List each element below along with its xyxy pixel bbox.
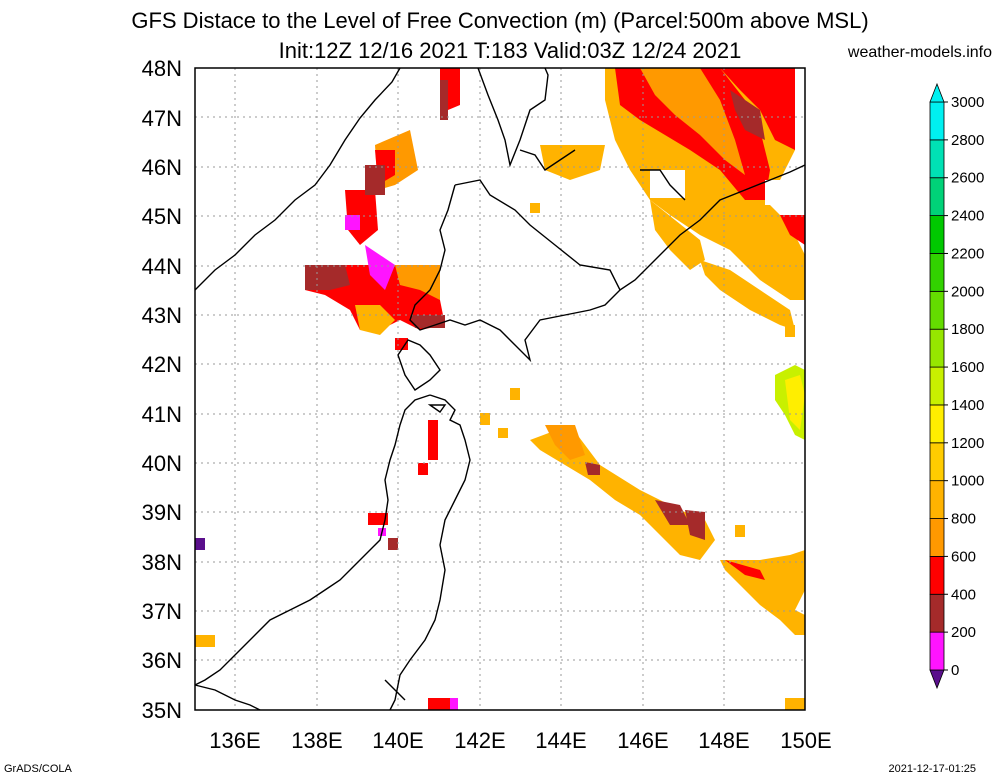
colorbar-segment [929,253,945,292]
colorbar-segment [929,480,945,519]
colorbar-segment [929,139,945,179]
plot-frame [194,67,806,711]
colorbar-label: 0 [951,662,959,679]
coastlines [194,67,806,711]
lat-label: 41N [142,402,182,427]
lat-label: 42N [142,352,182,377]
colorbar-label: 2200 [951,245,984,262]
colorbar-label: 200 [951,624,976,641]
lat-label: 47N [142,106,182,131]
longitude-labels: 136E 138E 140E 142E 144E 146E 148E 150E [209,728,831,753]
lon-label: 142E [454,728,505,753]
colorbar-segment [929,215,945,254]
colorbar-segment [929,404,945,444]
colorbar-label: 2400 [951,208,984,225]
lat-label: 46N [142,155,182,180]
colorbar-min-triangle [929,669,945,690]
lat-label: 44N [142,254,182,279]
colorbar-label: 2000 [951,283,984,300]
lat-label: 37N [142,599,182,624]
lat-label: 45N [142,204,182,229]
colorbar-segment [929,101,945,141]
colorbar-segment [929,366,945,406]
lat-label: 40N [142,451,182,476]
lon-label: 148E [698,728,749,753]
lat-label: 39N [142,500,182,525]
colorbar-max-triangle [929,82,945,103]
colorbar-label: 800 [951,511,976,528]
lon-label: 136E [209,728,260,753]
latitude-labels: 48N 47N 46N 45N 44N 43N 42N 41N 40N 39N … [142,56,182,723]
lat-label: 43N [142,303,182,328]
colorbar: 0 200 400 600 800 1000 1200 1400 1600 1800 2000 220… [929,82,984,690]
lfc-field [195,68,805,710]
colorbar-label: 3000 [951,94,984,111]
lon-label: 150E [780,728,831,753]
colorbar-segment [929,328,945,368]
colorbar-label: 1800 [951,321,984,338]
source-label: weather-models.info [847,44,992,61]
map-title-line2: Init:12Z 12/16 2021 T:183 Valid:03Z 12/2… [278,38,742,63]
colorbar-label: 1600 [951,359,984,376]
colorbar-label: 2600 [951,170,984,187]
colorbar-segment [929,177,945,217]
colorbar-label: 600 [951,548,976,565]
lon-label: 138E [291,728,342,753]
lon-label: 146E [617,728,668,753]
lat-label: 38N [142,550,182,575]
lat-label: 35N [142,698,182,723]
colorbar-label: 1200 [951,435,984,452]
footer-credit: GrADS/COLA [4,763,72,775]
map-title-line1: GFS Distace to the Level of Free Convect… [131,8,869,33]
lat-label: 36N [142,648,182,673]
colorbar-label: 1000 [951,473,984,490]
colorbar-segment [929,631,945,671]
colorbar-segment [929,442,945,482]
colorbar-label: 1400 [951,397,984,414]
lon-label: 140E [372,728,423,753]
lon-label: 144E [535,728,586,753]
colorbar-label: 2800 [951,132,984,149]
colorbar-segment [929,593,945,633]
graticule [195,68,805,710]
colorbar-label: 400 [951,586,976,603]
colorbar-segment [929,518,945,557]
lat-label: 48N [142,56,182,81]
colorbar-segment [929,290,945,330]
colorbar-segment [929,556,945,595]
footer-timestamp: 2021-12-17-01:25 [888,763,976,775]
